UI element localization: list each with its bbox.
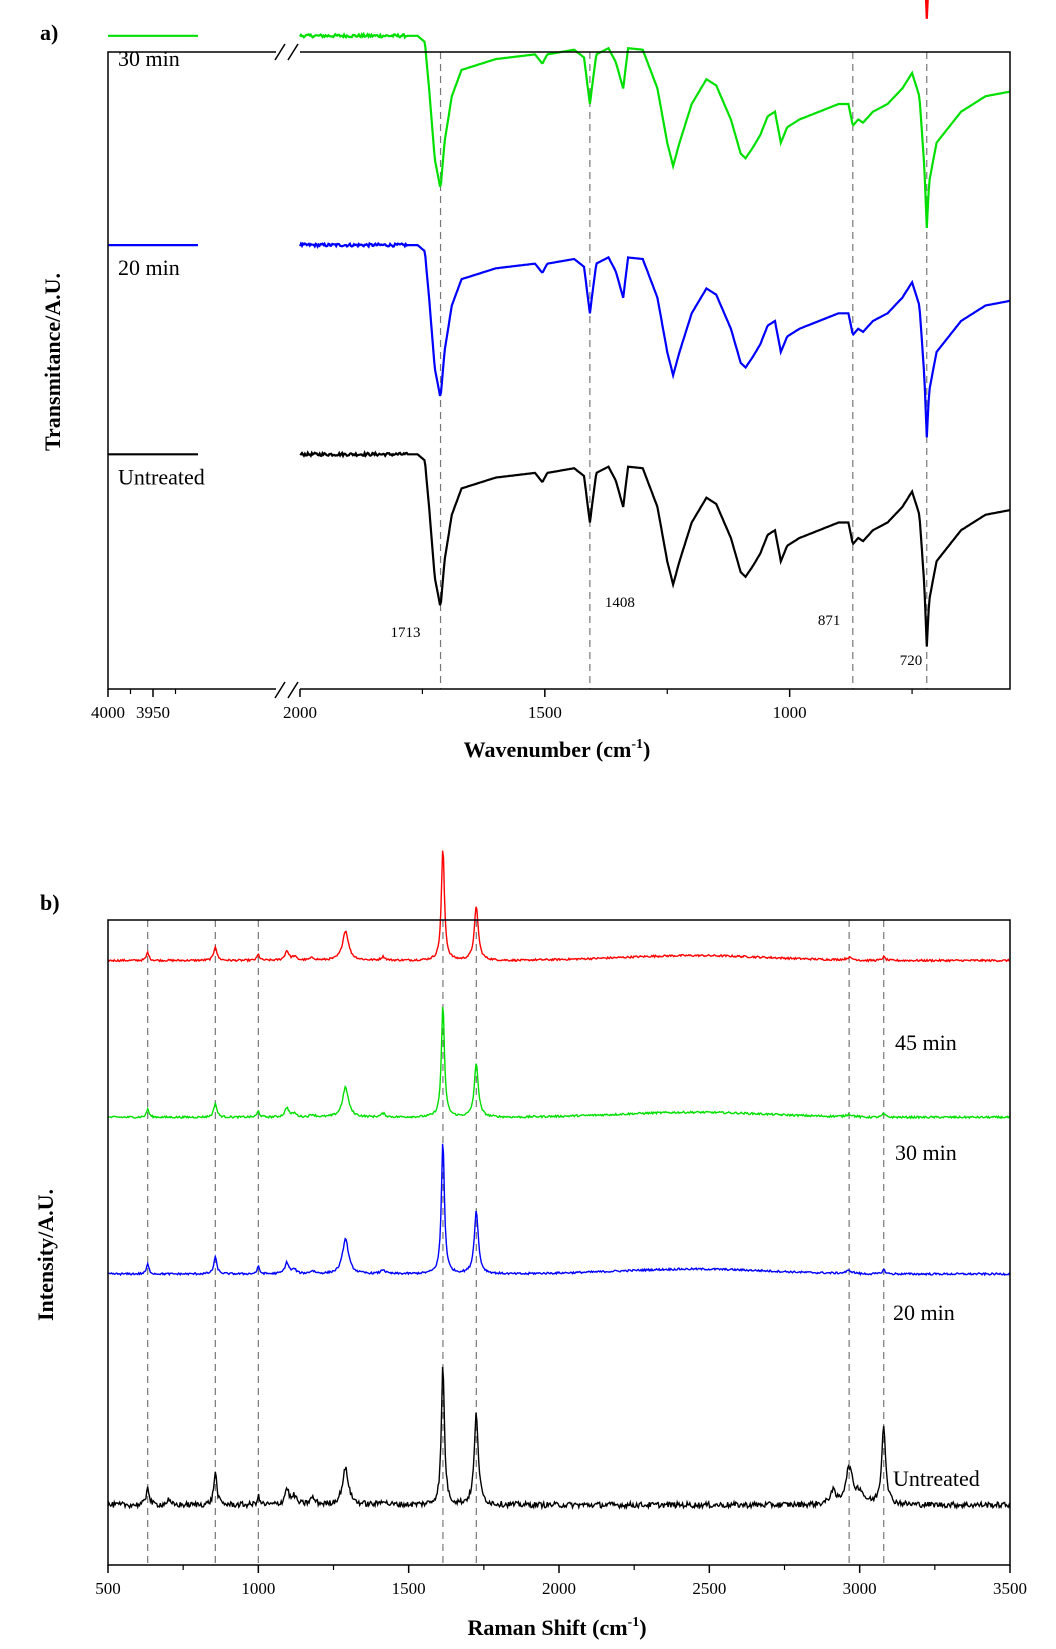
series-30-min-line xyxy=(107,1006,1011,1120)
panel-b-x-ticks: 500 1000 1500 2000 2500 3000 3500 xyxy=(95,1565,1027,1598)
series-20-min-line xyxy=(298,241,1011,438)
panel-a-axis-break-marks xyxy=(274,43,299,699)
series-label-30-min: 30 min xyxy=(895,1140,957,1165)
series-20-min-line xyxy=(107,1143,1011,1277)
series-label-untreated: Untreated xyxy=(118,464,205,489)
series-label-30-min: 30 min xyxy=(118,46,180,71)
peak-label-720: 720 xyxy=(900,653,923,669)
series-45-min-line xyxy=(924,0,929,19)
panel-a-x-axis-title: Wavenumber (cm-1) xyxy=(464,737,651,762)
panel-a-label: a) xyxy=(40,20,58,45)
panel-b-series xyxy=(107,850,1011,1511)
series-30-min-line xyxy=(299,31,1011,229)
panel-a-y-axis-title: Transmitance/A.U. xyxy=(40,273,65,451)
x-tick-label-2000: 2000 xyxy=(283,703,317,722)
series-label-45-min: 45 min xyxy=(895,1030,957,1055)
peak-label-1713: 1713 xyxy=(391,625,421,641)
series-label-untreated: Untreated xyxy=(893,1466,980,1491)
series-label-20-min: 20 min xyxy=(118,255,180,280)
panel-a-reference-lines xyxy=(439,52,928,689)
panel-a-peak-labels: 1713 1408 871 720 xyxy=(391,595,923,669)
panel-a-ftir-chart: a) Transmitance/A.U. Wavenumber (cm-1) 4… xyxy=(40,0,1011,762)
panel-b-y-axis-title: Intensity/A.U. xyxy=(33,1189,58,1321)
series-untreated-line xyxy=(107,1366,1011,1511)
x-tick-label-1500: 1500 xyxy=(528,703,562,722)
panel-b-reference-lines xyxy=(147,920,885,1565)
series-45-min-line xyxy=(107,850,1011,963)
x-tick-label-4000: 4000 xyxy=(91,703,125,722)
x-tick-label-3950: 3950 xyxy=(136,703,170,722)
peak-label-871: 871 xyxy=(818,613,841,629)
panel-b-series-labels: 45 min 30 min 20 min Untreated xyxy=(893,1030,980,1491)
panel-a-plot-frame xyxy=(107,51,1011,690)
panel-b-raman-chart: b) Intensity/A.U. Raman Shift (cm-1) 45 … xyxy=(33,850,1027,1640)
panel-b-plot-frame xyxy=(107,919,1011,1566)
series-label-20-min: 20 min xyxy=(893,1300,955,1325)
x-tick-label-500: 500 xyxy=(95,1579,121,1598)
x-tick-label-2500: 2500 xyxy=(692,1579,726,1598)
panel-a-x-ticks: 4000 3950 2000 1500 1000 xyxy=(91,689,913,722)
x-tick-label-1500: 1500 xyxy=(392,1579,426,1598)
x-tick-label-1000: 1000 xyxy=(241,1579,275,1598)
panel-b-label: b) xyxy=(40,890,60,915)
x-tick-label-3500: 3500 xyxy=(993,1579,1027,1598)
x-tick-label-2000: 2000 xyxy=(542,1579,576,1598)
x-tick-label-3000: 3000 xyxy=(843,1579,877,1598)
panel-b-x-axis-title: Raman Shift (cm-1) xyxy=(467,1615,646,1640)
series-untreated-line xyxy=(299,449,1011,647)
peak-label-1408: 1408 xyxy=(605,595,635,611)
panel-a-series xyxy=(108,0,1011,647)
x-tick-label-1000: 1000 xyxy=(773,703,807,722)
